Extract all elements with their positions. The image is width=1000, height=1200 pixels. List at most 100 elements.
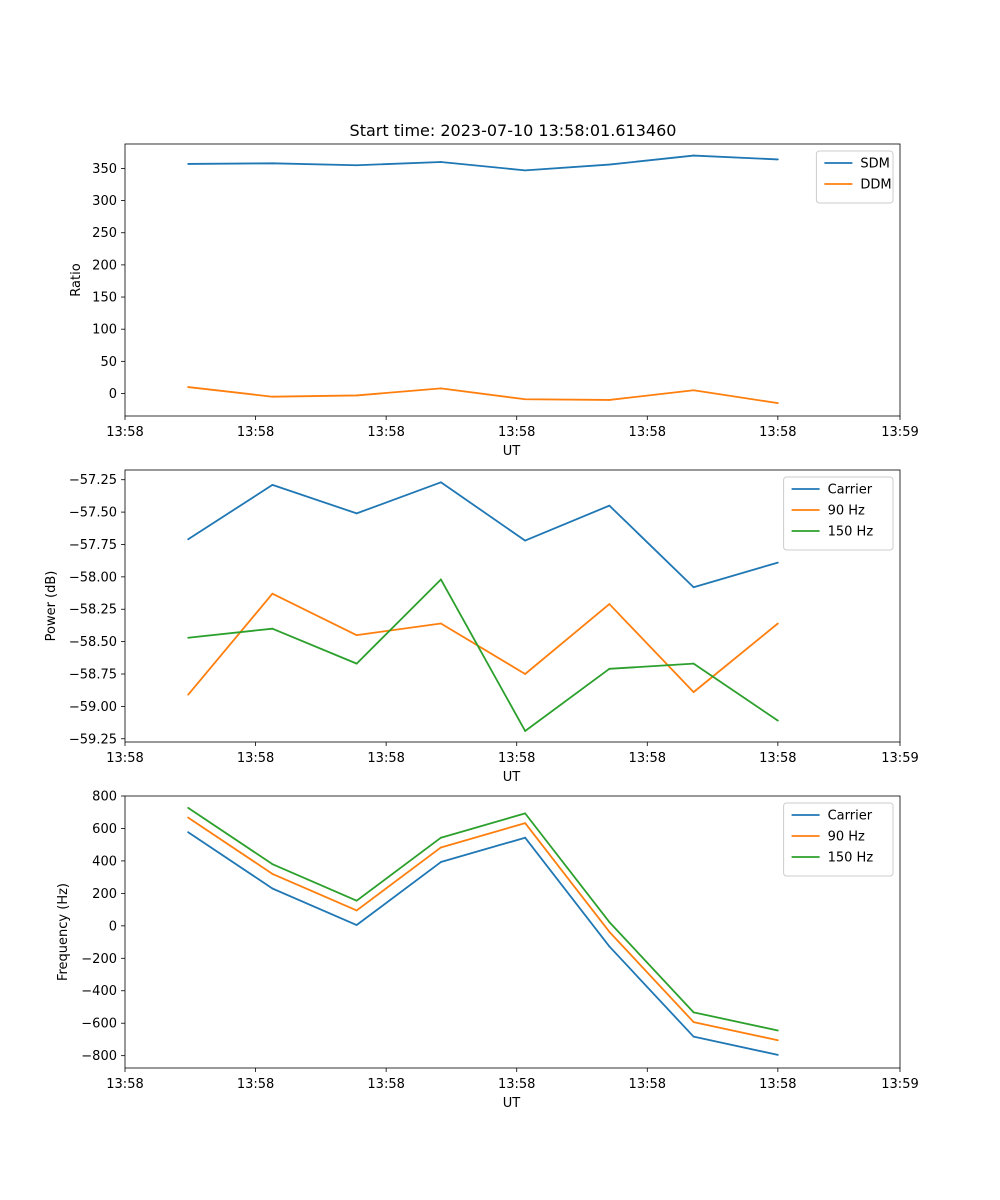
x-axis-label: UT (503, 770, 521, 785)
data-point-carrier (187, 538, 190, 541)
y-tick-label: −59.25 (69, 732, 117, 747)
charts: 13:58 13:58 13:58 13:58 13:58 13:58 13:59 0 50 10… (44, 143, 919, 1111)
data-point-carrier (355, 512, 358, 515)
data-point-90-hz (187, 816, 190, 819)
x-tick-label: 13:58 (629, 751, 666, 766)
y-tick-label: 0 (109, 387, 117, 402)
x-tick-label: 13:58 (106, 1077, 143, 1092)
x-tick-label: 13:58 (629, 1077, 666, 1092)
legend-label-carrier: Carrier (828, 483, 873, 498)
data-point-ddm (271, 395, 274, 398)
y-axis-label: Frequency (Hz) (56, 883, 71, 981)
data-point-sdm (692, 154, 695, 157)
data-point-carrier (187, 831, 190, 834)
data-point-sdm (355, 164, 358, 167)
x-tick-label: 13:58 (367, 425, 404, 440)
x-axis-label: UT (503, 444, 521, 459)
x-tick-label: 13:58 (498, 425, 535, 440)
y-tick-label: 50 (100, 355, 117, 370)
legend-box (815, 150, 894, 204)
data-point-90-hz (776, 622, 779, 625)
legend-label-90-hz: 90 Hz (828, 830, 865, 845)
data-point-sdm (439, 161, 442, 163)
data-point-90-hz (692, 691, 695, 694)
data-point-150-hz (355, 899, 358, 902)
legend-label-ddm: DDM (860, 178, 891, 193)
data-point-90-hz (776, 1039, 779, 1042)
data-point-90-hz (692, 1021, 695, 1023)
y-tick-label: −57.50 (69, 506, 117, 521)
data-point-carrier (524, 836, 527, 839)
data-point-ddm (439, 387, 442, 390)
y-tick-label: 400 (92, 854, 117, 869)
data-point-carrier (776, 561, 779, 564)
series-line-carrier (187, 481, 779, 589)
legend-label-90-hz: 90 Hz (828, 504, 865, 519)
y-tick-label: −58.00 (69, 570, 117, 585)
data-point-carrier (776, 1053, 779, 1056)
data-point-90-hz (608, 930, 611, 933)
y-tick-label: −58.50 (69, 635, 117, 650)
data-point-carrier (608, 945, 611, 948)
data-point-carrier (439, 861, 442, 863)
legend: SDM DDM (815, 150, 894, 204)
figure-title: Start time: 2023-07-10 13:58:01.613460 (350, 121, 677, 140)
y-tick-label: −200 (81, 952, 117, 967)
y-tick-label: 300 (92, 194, 117, 209)
y-axis-label: Power (dB) (44, 571, 59, 642)
axes-frame (124, 469, 901, 743)
y-tick-label: −57.25 (69, 473, 117, 488)
legend: Carrier 90 Hz 150 Hz (783, 802, 894, 877)
y-tick-label: −57.75 (69, 538, 117, 553)
y-tick-label: −58.25 (69, 603, 117, 618)
data-point-150-hz (776, 1029, 779, 1032)
x-tick-label: 13:58 (759, 751, 796, 766)
y-tick-label: −400 (81, 984, 117, 999)
data-point-90-hz (271, 872, 274, 875)
data-point-carrier (692, 586, 695, 589)
data-point-150-hz (692, 1011, 695, 1014)
data-point-90-hz (355, 909, 358, 912)
data-point-90-hz (524, 822, 527, 825)
data-point-90-hz (439, 622, 442, 625)
data-point-carrier (608, 504, 611, 507)
x-tick-label: 13:58 (629, 425, 666, 440)
chart-panel-1: 13:58 13:58 13:58 13:58 13:58 13:58 13:59 0 50 10… (69, 143, 919, 459)
y-tick-label: 600 (92, 822, 117, 837)
legend-label-sdm: SDM (860, 157, 889, 172)
y-tick-label: 350 (92, 162, 117, 177)
data-point-carrier (355, 924, 358, 926)
data-point-150-hz (524, 812, 527, 815)
x-tick-label: 13:58 (237, 751, 274, 766)
y-tick-label: 200 (92, 887, 117, 902)
y-tick-label: −59.00 (69, 700, 117, 715)
data-point-ddm (776, 402, 779, 405)
data-point-ddm (692, 389, 695, 392)
data-point-ddm (524, 398, 527, 401)
x-tick-label: 13:58 (759, 425, 796, 440)
series-line-sdm (188, 154, 778, 172)
chart-panel-2: 13:58 13:58 13:58 13:58 13:58 13:58 13:59 −59.2… (44, 469, 919, 785)
y-tick-label: 800 (92, 790, 117, 805)
data-point-carrier (271, 483, 274, 486)
data-point-150-hz (439, 836, 442, 839)
legend-label-150-hz: 150 Hz (828, 525, 874, 540)
data-point-150-hz (187, 806, 190, 809)
data-point-90-hz (355, 634, 358, 637)
x-tick-label: 13:58 (367, 1077, 404, 1092)
y-tick-label: −600 (81, 1017, 117, 1032)
x-tick-label: 13:59 (881, 751, 918, 766)
data-point-90-hz (524, 673, 527, 675)
axes-frame (124, 143, 901, 417)
axes-frame (124, 795, 901, 1069)
data-point-150-hz (439, 578, 442, 581)
data-point-90-hz (608, 603, 611, 605)
data-point-sdm (271, 162, 274, 165)
x-tick-label: 13:58 (498, 751, 535, 766)
y-tick-label: −800 (81, 1049, 117, 1064)
data-point-carrier (692, 1035, 695, 1038)
x-tick-label: 13:58 (759, 1077, 796, 1092)
data-point-150-hz (271, 863, 274, 866)
x-tick-label: 13:58 (367, 751, 404, 766)
data-point-150-hz (776, 719, 779, 722)
